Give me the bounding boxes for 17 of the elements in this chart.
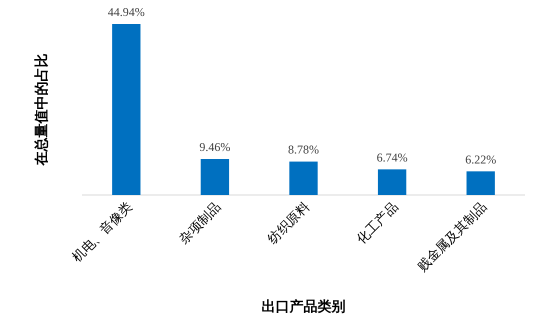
bar xyxy=(289,162,318,195)
y-axis-title: 在总量值中的占比 xyxy=(34,54,50,166)
x-tick-label: 化工产品 xyxy=(354,200,402,248)
x-tick-label: 机电、音像类 xyxy=(70,200,136,266)
data-label: 44.94% xyxy=(108,5,145,19)
bar xyxy=(378,169,406,195)
data-label: 6.22% xyxy=(465,152,496,166)
x-tick-label: 贱金属及其制品 xyxy=(415,200,490,275)
x-tick-label: 纺织原料 xyxy=(265,200,313,248)
data-label: 6.74% xyxy=(376,150,408,164)
data-label: 8.78% xyxy=(288,142,319,157)
x-tick-label: 杂项制品 xyxy=(176,200,224,248)
bar xyxy=(112,24,140,195)
bar xyxy=(200,159,230,195)
bar xyxy=(466,171,495,195)
data-label: 9.46% xyxy=(199,140,230,154)
x-axis-title: 出口产品类别 xyxy=(262,298,346,315)
